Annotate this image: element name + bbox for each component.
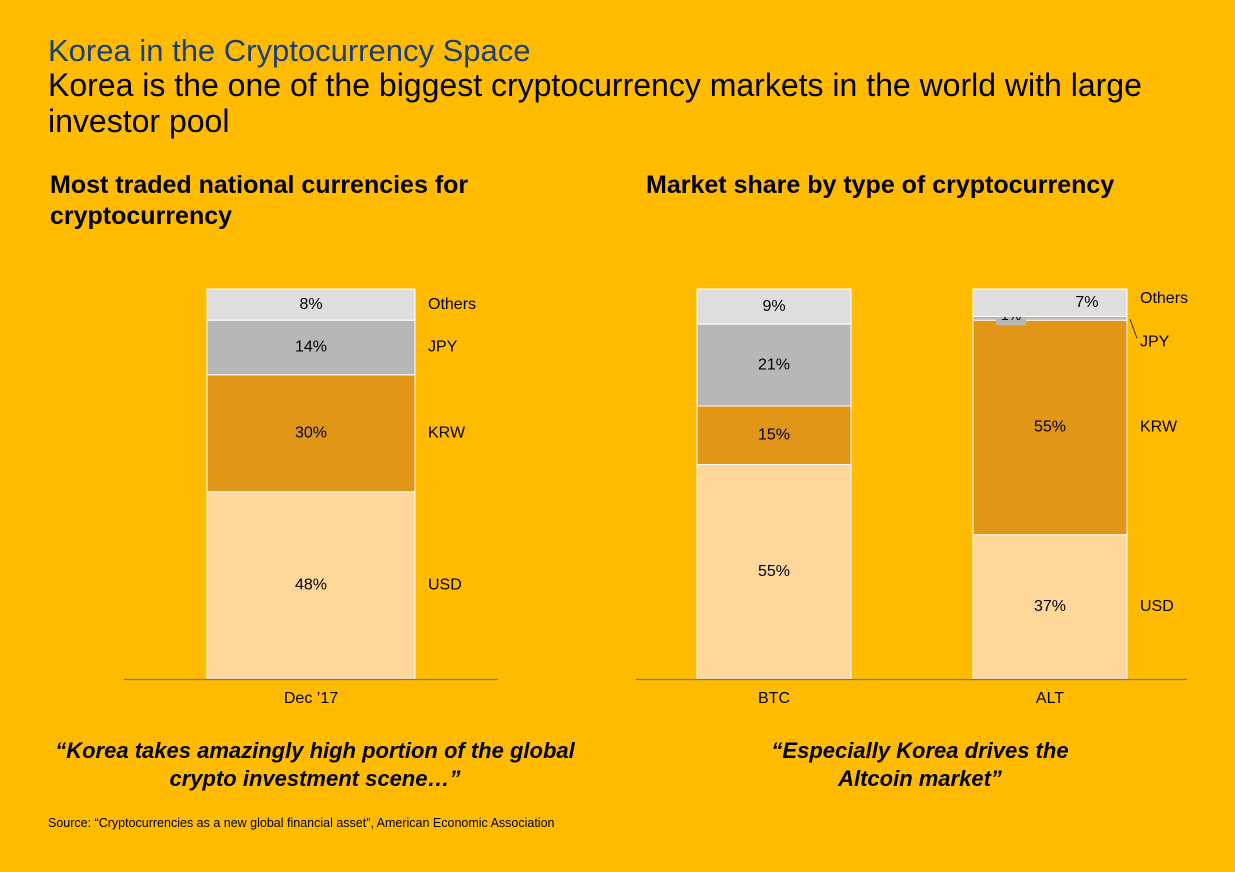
bar-segment-btc-others: [696, 288, 852, 325]
series-label-others-chart-2: Others: [1140, 290, 1188, 307]
series-label-others-chart-1: Others: [428, 296, 476, 313]
series-label-usd-chart-2: USD: [1140, 598, 1174, 615]
left-quote: “Korea takes amazingly high portion of t…: [55, 738, 575, 791]
series-label-jpy-chart-2: JPY: [1140, 334, 1170, 351]
data-label-btc-others: 9%: [762, 298, 785, 315]
chart-1-title: Most traded national currencies for cryp…: [50, 171, 469, 230]
data-label-dec-17-krw: 30%: [295, 425, 327, 442]
series-label-krw-chart-1: KRW: [428, 425, 466, 442]
data-label-dec-17-others: 8%: [299, 296, 322, 313]
series-label-krw-chart-2: KRW: [1140, 419, 1178, 436]
x-tick-label-btc: BTC: [758, 690, 790, 707]
right-quote: “Especially Korea drives the Altcoin mar…: [771, 738, 1069, 791]
bar-segment-btc-jpy: [696, 323, 852, 407]
page-title: Korea in the Cryptocurrency Space: [48, 33, 531, 68]
bar-segment-dec-17-others: [206, 288, 416, 321]
data-label-btc-jpy: 21%: [758, 356, 790, 373]
data-label-alt-usd: 37%: [1034, 598, 1066, 615]
chart-2-title: Market share by type of cryptocurrency: [646, 171, 1115, 199]
data-label-alt-others: 7%: [1075, 294, 1098, 311]
data-label-dec-17-jpy: 14%: [295, 339, 327, 356]
bar-segment-alt-usd: [972, 534, 1128, 680]
bar-segment-btc-krw: [696, 405, 852, 465]
bar-segment-alt-krw: [972, 319, 1128, 536]
x-tick-label-alt: ALT: [1036, 690, 1064, 707]
series-label-jpy-chart-1: JPY: [428, 339, 458, 356]
bar-segment-dec-17-krw: [206, 374, 416, 493]
data-label-btc-usd: 55%: [758, 563, 790, 580]
bar-segment-dec-17-jpy: [206, 319, 416, 376]
source-note: Source: “Cryptocurrencies as a new globa…: [48, 816, 555, 830]
data-label-btc-krw: 15%: [758, 426, 790, 443]
bar-segment-alt-others: [972, 288, 1128, 317]
bar-segment-btc-usd: [696, 464, 852, 680]
legend-leader-jpy: [1129, 319, 1138, 339]
page-subtitle: Korea is the one of the biggest cryptocu…: [48, 67, 1142, 139]
series-label-usd-chart-1: USD: [428, 577, 462, 594]
data-label-dec-17-usd: 48%: [295, 577, 327, 594]
data-label-alt-krw: 55%: [1034, 419, 1066, 436]
x-tick-label-dec-17: Dec ’17: [284, 690, 338, 707]
